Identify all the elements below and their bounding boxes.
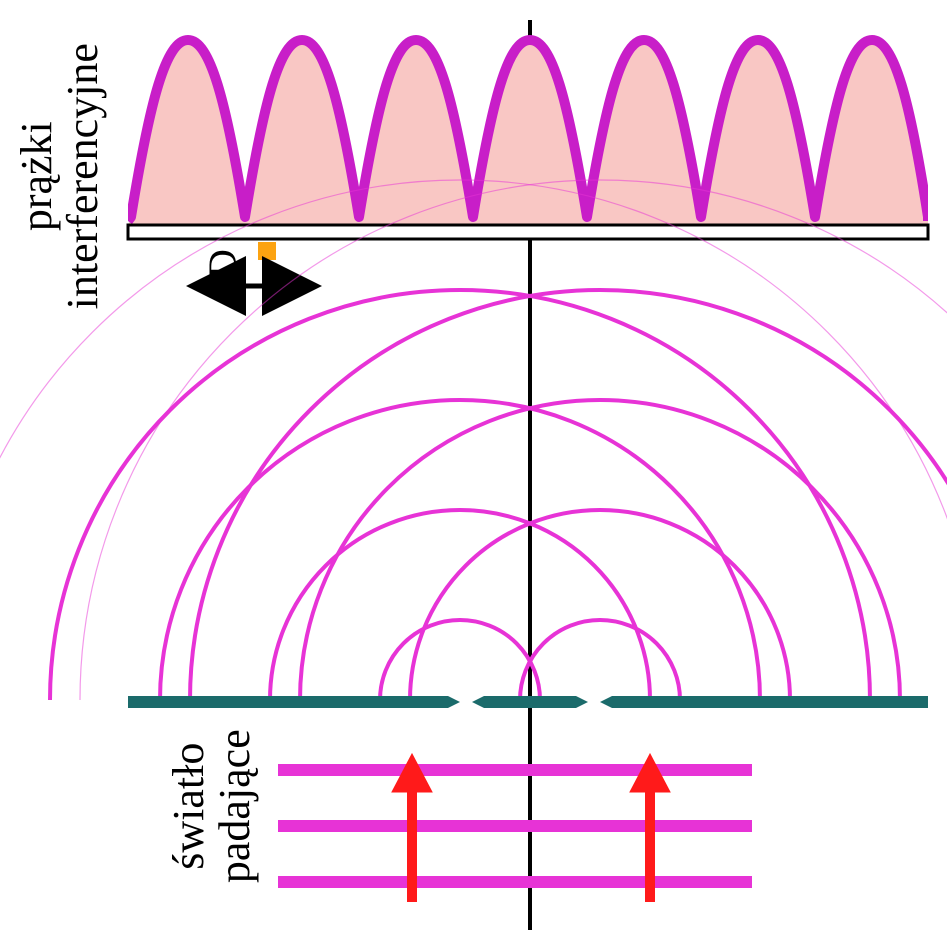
incident-line-1 — [278, 764, 752, 776]
interference-pattern — [128, 40, 928, 225]
incident-line-3 — [278, 876, 752, 888]
double-slit-barrier — [128, 696, 928, 708]
d-marker-square — [258, 242, 276, 260]
barrier-segment-right — [600, 696, 928, 708]
arc-left-r3 — [160, 400, 760, 938]
arc-right-r3 — [300, 400, 900, 938]
barrier-segment-middle — [472, 696, 588, 708]
arc-right-r4 — [190, 290, 947, 938]
detection-screen — [128, 225, 928, 239]
incident-plane-waves — [278, 764, 752, 888]
double-slit-diagram: D — [0, 0, 947, 938]
incident-line-2 — [278, 820, 752, 832]
d-label: D — [200, 249, 245, 278]
barrier-segment-left — [128, 696, 460, 708]
